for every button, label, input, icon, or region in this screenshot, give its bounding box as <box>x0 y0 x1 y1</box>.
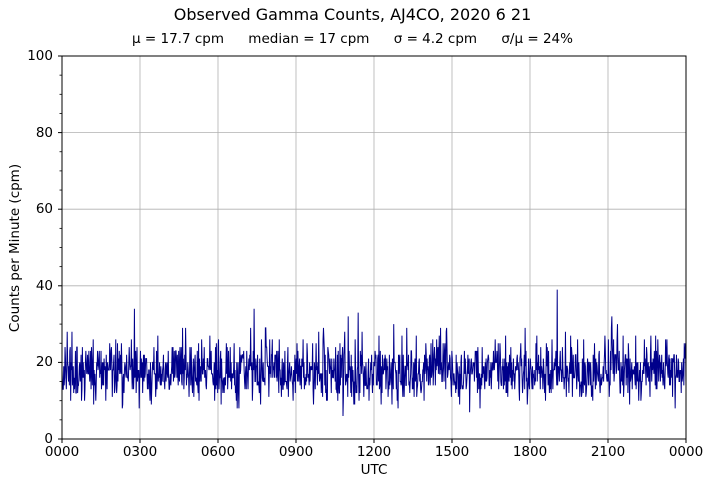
x-tick-label: 1500 <box>434 444 470 460</box>
y-tick-label: 0 <box>44 431 53 447</box>
x-tick-label: 1800 <box>512 444 548 460</box>
x-tick-label: 0000 <box>44 444 80 460</box>
chart-title: Observed Gamma Counts, AJ4CO, 2020 6 21 <box>173 5 532 24</box>
x-tick-label: 0900 <box>278 444 314 460</box>
chart-stats-line: μ = 17.7 cpm median = 17 cpm σ = 4.2 cpm… <box>0 31 705 47</box>
x-tick-label: 0600 <box>200 444 236 460</box>
stat-sigma: σ = 4.2 cpm <box>393 31 478 47</box>
stat-sigma-over-mu: σ/μ = 24% <box>501 31 573 47</box>
y-tick-label: 60 <box>35 201 53 218</box>
x-axis-label: UTC <box>360 462 388 478</box>
stat-mean: μ = 17.7 cpm <box>132 31 224 47</box>
y-tick-label: 20 <box>35 354 53 371</box>
x-tick-label: 0300 <box>122 444 158 460</box>
x-tick-label: 2100 <box>590 444 626 460</box>
y-tick-label: 80 <box>35 124 53 141</box>
x-tick-label: 1200 <box>356 444 392 460</box>
stat-median: median = 17 cpm <box>248 31 370 47</box>
x-tick-label: 0000 <box>668 444 704 460</box>
y-tick-label: 100 <box>27 48 53 64</box>
y-tick-label: 40 <box>35 277 53 294</box>
